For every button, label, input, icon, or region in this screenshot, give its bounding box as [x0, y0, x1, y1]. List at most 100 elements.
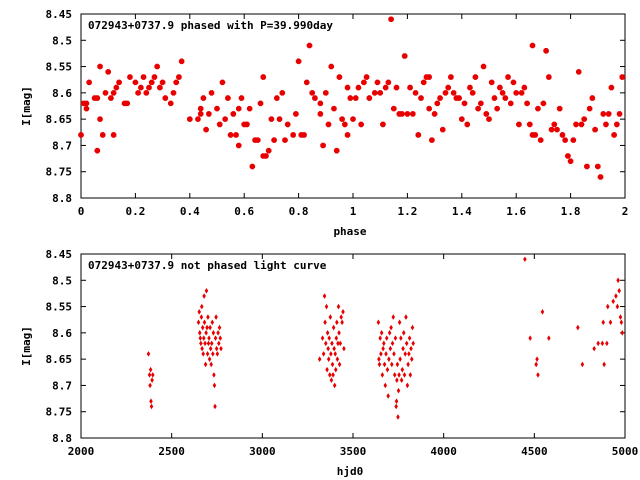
data-point	[317, 111, 324, 117]
data-point	[472, 74, 479, 80]
data-point	[238, 95, 245, 101]
data-point	[400, 366, 405, 373]
data-point	[366, 95, 373, 101]
data-point	[215, 351, 220, 357]
data-point	[203, 340, 207, 347]
data-point	[219, 79, 226, 86]
data-point	[339, 116, 345, 122]
data-point	[543, 48, 549, 54]
data-point	[178, 58, 185, 65]
data-point	[204, 330, 208, 336]
data-point	[340, 319, 344, 326]
data-point	[187, 116, 193, 122]
data-point	[113, 84, 120, 91]
top-x-tick-label: 1	[350, 205, 357, 218]
top-x-tick-label: 0.6	[234, 205, 254, 218]
data-point	[377, 90, 383, 96]
data-point	[516, 121, 522, 128]
data-point	[209, 340, 214, 347]
data-point	[197, 111, 204, 117]
data-point	[208, 90, 215, 96]
data-point	[210, 319, 215, 326]
data-point	[440, 126, 446, 133]
data-point	[536, 372, 540, 378]
data-point	[614, 121, 620, 128]
data-point	[227, 132, 234, 138]
data-point	[257, 100, 264, 107]
data-point	[263, 153, 269, 159]
data-point	[83, 100, 90, 107]
data-point	[173, 79, 179, 86]
data-point	[385, 366, 390, 373]
data-point	[97, 63, 103, 70]
data-point	[94, 147, 101, 154]
data-point	[110, 132, 117, 138]
data-point	[450, 90, 457, 96]
data-point	[573, 121, 579, 128]
data-point	[535, 356, 539, 362]
data-point	[407, 335, 412, 341]
data-point	[149, 403, 154, 410]
top-x-axis-label: phase	[333, 225, 366, 238]
data-point	[529, 42, 536, 49]
data-point	[578, 121, 585, 128]
data-point	[162, 95, 169, 101]
data-point	[384, 351, 388, 357]
data-point	[211, 351, 215, 357]
data-point	[540, 100, 547, 107]
data-point	[330, 361, 335, 368]
data-point	[382, 340, 386, 347]
data-point	[200, 95, 207, 101]
data-point	[78, 132, 84, 138]
data-point	[584, 163, 590, 170]
data-point	[469, 90, 476, 96]
bottom-y-tick-label: 8.6	[52, 327, 72, 340]
data-point	[116, 79, 122, 86]
data-point	[328, 63, 334, 70]
data-point	[372, 90, 378, 96]
data-point	[326, 356, 331, 362]
data-point	[488, 79, 495, 86]
data-point	[491, 95, 498, 101]
data-point	[505, 74, 511, 80]
data-point	[205, 351, 210, 357]
data-point	[408, 372, 413, 378]
data-point	[617, 288, 621, 294]
data-point	[198, 330, 202, 336]
data-point	[325, 330, 330, 336]
data-point	[295, 58, 302, 65]
data-point	[379, 330, 384, 336]
data-point	[395, 361, 400, 368]
data-point	[390, 340, 395, 347]
data-point	[212, 382, 217, 389]
data-point	[547, 335, 551, 341]
data-point	[494, 105, 500, 112]
data-point	[548, 126, 555, 133]
data-point	[410, 324, 415, 331]
data-point	[595, 163, 601, 170]
data-point	[554, 126, 560, 133]
data-point	[537, 137, 544, 143]
data-point	[459, 116, 465, 122]
data-point	[611, 298, 615, 305]
data-point	[383, 382, 388, 389]
top-y-tick-label: 8.75	[46, 166, 73, 179]
data-point	[404, 314, 408, 320]
data-point	[200, 345, 204, 352]
data-point	[207, 335, 211, 341]
data-point	[268, 116, 275, 122]
data-point	[336, 74, 343, 80]
data-point	[475, 105, 481, 112]
data-point	[328, 314, 333, 320]
data-point	[596, 340, 600, 347]
top-x-tick-label: 1.6	[506, 205, 526, 218]
data-point	[334, 335, 339, 341]
bottom-x-tick-label: 3500	[340, 445, 367, 458]
data-point	[86, 79, 92, 86]
data-point	[208, 324, 212, 331]
data-point	[204, 288, 209, 294]
data-point	[397, 372, 401, 378]
data-point	[483, 111, 490, 117]
data-point	[382, 84, 389, 91]
data-point	[376, 319, 381, 326]
